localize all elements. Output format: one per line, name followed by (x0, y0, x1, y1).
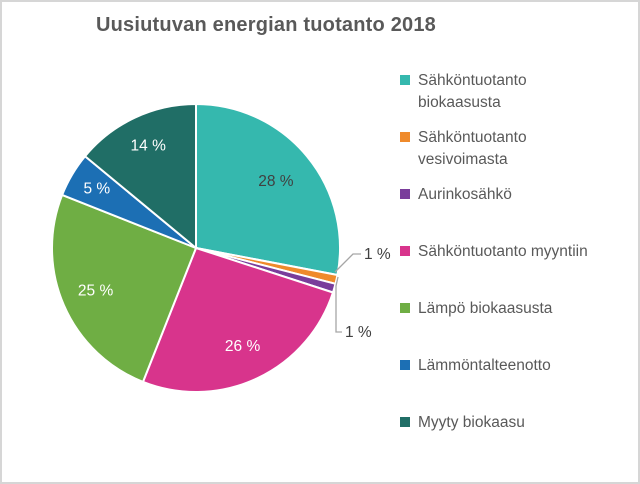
leader-line-slice-1 (334, 253, 361, 273)
pie-slice-4 (51, 193, 197, 383)
slice-value-label-1: 1 % (364, 246, 391, 263)
legend-label: Sähköntuotanto vesivoimasta (418, 129, 527, 168)
legend-swatch-icon (400, 303, 410, 313)
leader-line-slice-2 (335, 276, 342, 333)
legend-label: Aurinkosähkö (418, 186, 512, 203)
slice-value-label-4: 25 % (78, 283, 114, 300)
slice-value-label-6: 14 % (131, 137, 167, 154)
slice-value-label-0: 28 % (258, 173, 294, 190)
legend-item-4: Lämpö biokaasusta (400, 298, 632, 355)
legend-label: Lämpö biokaasusta (418, 300, 553, 317)
legend: Sähköntuotanto biokaasusta Sähköntuotanto… (400, 70, 632, 469)
legend-swatch-icon (400, 189, 410, 199)
legend-swatch-icon (400, 360, 410, 370)
legend-item-6: Myyty biokaasu (400, 412, 632, 469)
chart-title: Uusiutuvan energian tuotanto 2018 (96, 14, 436, 36)
legend-item-0: Sähköntuotanto biokaasusta (400, 70, 632, 127)
legend-item-1: Sähköntuotanto vesivoimasta (400, 127, 632, 184)
legend-swatch-icon (400, 246, 410, 256)
legend-item-3: Sähköntuotanto myyntiin (400, 241, 632, 298)
legend-item-5: Lämmöntalteenotto (400, 355, 632, 412)
pie-slice-6 (84, 103, 197, 249)
legend-swatch-icon (400, 75, 410, 85)
legend-swatch-icon (400, 132, 410, 142)
legend-label: Sähköntuotanto myyntiin (418, 243, 588, 260)
legend-label: Lämmöntalteenotto (418, 357, 551, 374)
pie-slice-0 (195, 103, 341, 276)
legend-label: Myyty biokaasu (418, 414, 525, 431)
pie-slice-3 (141, 247, 334, 393)
legend-swatch-icon (400, 417, 410, 427)
legend-item-2: Aurinkosähkö (400, 184, 632, 241)
slice-value-label-5: 5 % (83, 180, 110, 197)
slice-value-label-2: 1 % (345, 324, 372, 341)
slice-value-label-3: 26 % (225, 338, 261, 355)
legend-label: Sähköntuotanto biokaasusta (418, 72, 527, 111)
